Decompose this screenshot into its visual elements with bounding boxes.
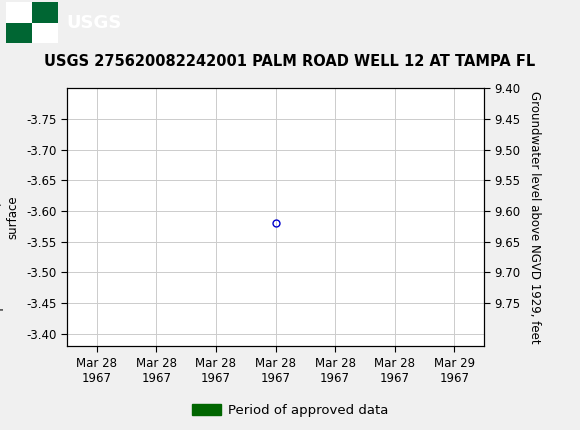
- FancyBboxPatch shape: [6, 2, 58, 43]
- FancyBboxPatch shape: [6, 22, 32, 43]
- FancyBboxPatch shape: [32, 2, 58, 22]
- Text: USGS 275620082242001 PALM ROAD WELL 12 AT TAMPA FL: USGS 275620082242001 PALM ROAD WELL 12 A…: [45, 54, 535, 69]
- Text: USGS: USGS: [67, 14, 122, 31]
- Legend: Period of approved data: Period of approved data: [187, 399, 393, 422]
- Y-axis label: Depth to water level, feet below land
surface: Depth to water level, feet below land su…: [0, 107, 19, 327]
- Y-axis label: Groundwater level above NGVD 1929, feet: Groundwater level above NGVD 1929, feet: [528, 91, 541, 344]
